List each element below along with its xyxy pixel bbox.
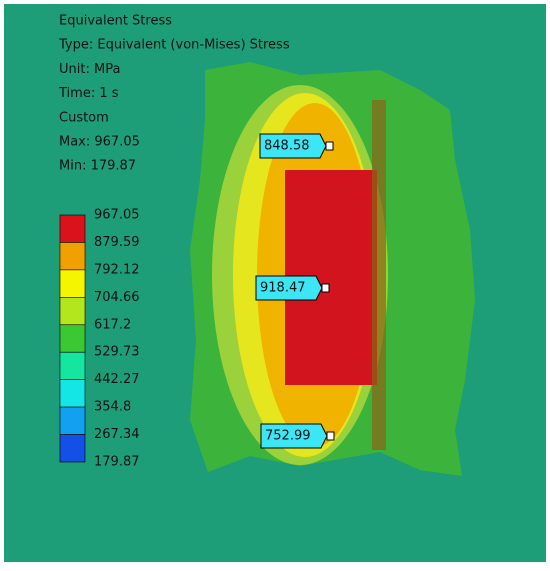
header-line: Type: Equivalent (von-Mises) Stress	[58, 38, 290, 53]
legend-swatch	[59, 214, 86, 243]
header-line: Equivalent Stress	[59, 14, 172, 29]
legend-swatch	[59, 297, 86, 326]
legend-label: 529.73	[94, 345, 140, 360]
probe-point	[326, 431, 335, 441]
probes: 848.58 918.47 752.99	[255, 133, 335, 449]
probe-point	[321, 283, 330, 293]
probe-label: 752.99	[265, 429, 311, 444]
legend-swatch	[59, 406, 86, 435]
legend-label: 442.27	[94, 372, 140, 387]
legend-label: 617.2	[94, 317, 131, 332]
header-line: Min: 179.87	[59, 159, 136, 174]
probe-label: 848.58	[264, 139, 310, 154]
legend-label: 704.66	[94, 290, 140, 305]
legend-swatch	[59, 351, 86, 380]
probe-point	[325, 141, 334, 151]
legend-swatch	[59, 269, 86, 298]
legend: 967.05 879.59 792.12 704.66 617.2 529.73 442.2…	[59, 208, 140, 470]
legend-swatch	[59, 324, 86, 353]
legend-label: 267.34	[94, 427, 140, 442]
probe-box	[260, 423, 328, 449]
legend-label: 879.59	[94, 235, 140, 250]
header-line: Time: 1 s	[58, 86, 119, 101]
legend-label: 792.12	[94, 262, 140, 277]
legend-swatch	[59, 434, 86, 463]
legend-label: 179.87	[94, 455, 140, 470]
header-line: Max: 967.05	[59, 135, 140, 150]
header: Equivalent Stress Type: Equivalent (von-M…	[58, 14, 290, 174]
header-line: Custom	[59, 110, 109, 125]
legend-label: 354.8	[94, 400, 131, 415]
legend-swatch	[59, 379, 86, 408]
probe-box	[255, 275, 323, 301]
probe-box	[259, 133, 327, 159]
legend-swatch	[59, 242, 86, 271]
cylinder-shade	[372, 100, 386, 450]
legend-label: 967.05	[94, 208, 140, 223]
probe-label: 918.47	[260, 281, 306, 296]
header-line: Unit: MPa	[59, 62, 120, 77]
